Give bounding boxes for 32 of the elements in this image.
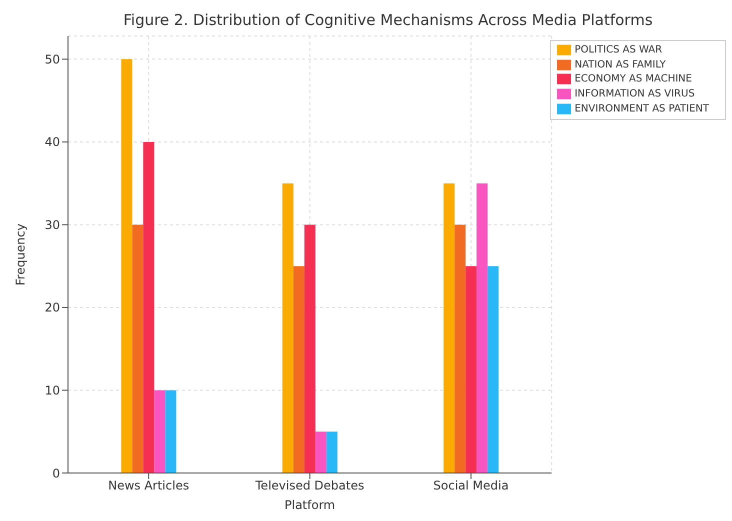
- y-tick-label: 10: [44, 383, 60, 398]
- legend-label: NATION AS FAMILY: [574, 59, 666, 70]
- x-tick-label: Social Media: [433, 478, 509, 493]
- bar: [488, 266, 499, 473]
- legend-label: ENVIRONMENT AS PATIENT: [574, 104, 709, 115]
- y-tick-label: 30: [44, 218, 60, 232]
- bar: [444, 183, 455, 473]
- bar: [476, 183, 488, 473]
- bar: [466, 266, 477, 473]
- legend-label: POLITICS AS WAR: [574, 44, 662, 56]
- x-tick-label: News Articles: [108, 478, 190, 493]
- bar: [315, 432, 326, 473]
- bar: [326, 432, 338, 473]
- bar: [121, 59, 132, 473]
- bar: [143, 142, 154, 473]
- bar: [293, 266, 304, 473]
- y-tick-label: 40: [44, 135, 60, 150]
- bar: [132, 224, 144, 473]
- legend-label: INFORMATION AS VIRUS: [574, 88, 695, 100]
- y-tick-label: 50: [44, 52, 60, 66]
- legend-label: ECONOMY AS MACHINE: [574, 74, 692, 86]
- bar: [165, 390, 176, 473]
- y-axis-title: Frequency: [13, 224, 28, 286]
- y-tick-label: 0: [52, 466, 60, 480]
- y-tick-label: 20: [44, 300, 60, 315]
- bar: [304, 224, 316, 473]
- bar: [154, 390, 166, 473]
- bar: [454, 224, 466, 473]
- x-axis-title: Platform: [284, 498, 336, 512]
- chart-title: Figure 2. Distribution of Cognitive Mechanisms Across Media Platforms: [122, 10, 654, 31]
- bar: [282, 183, 294, 473]
- x-tick-label: Televised Debates: [254, 478, 364, 493]
